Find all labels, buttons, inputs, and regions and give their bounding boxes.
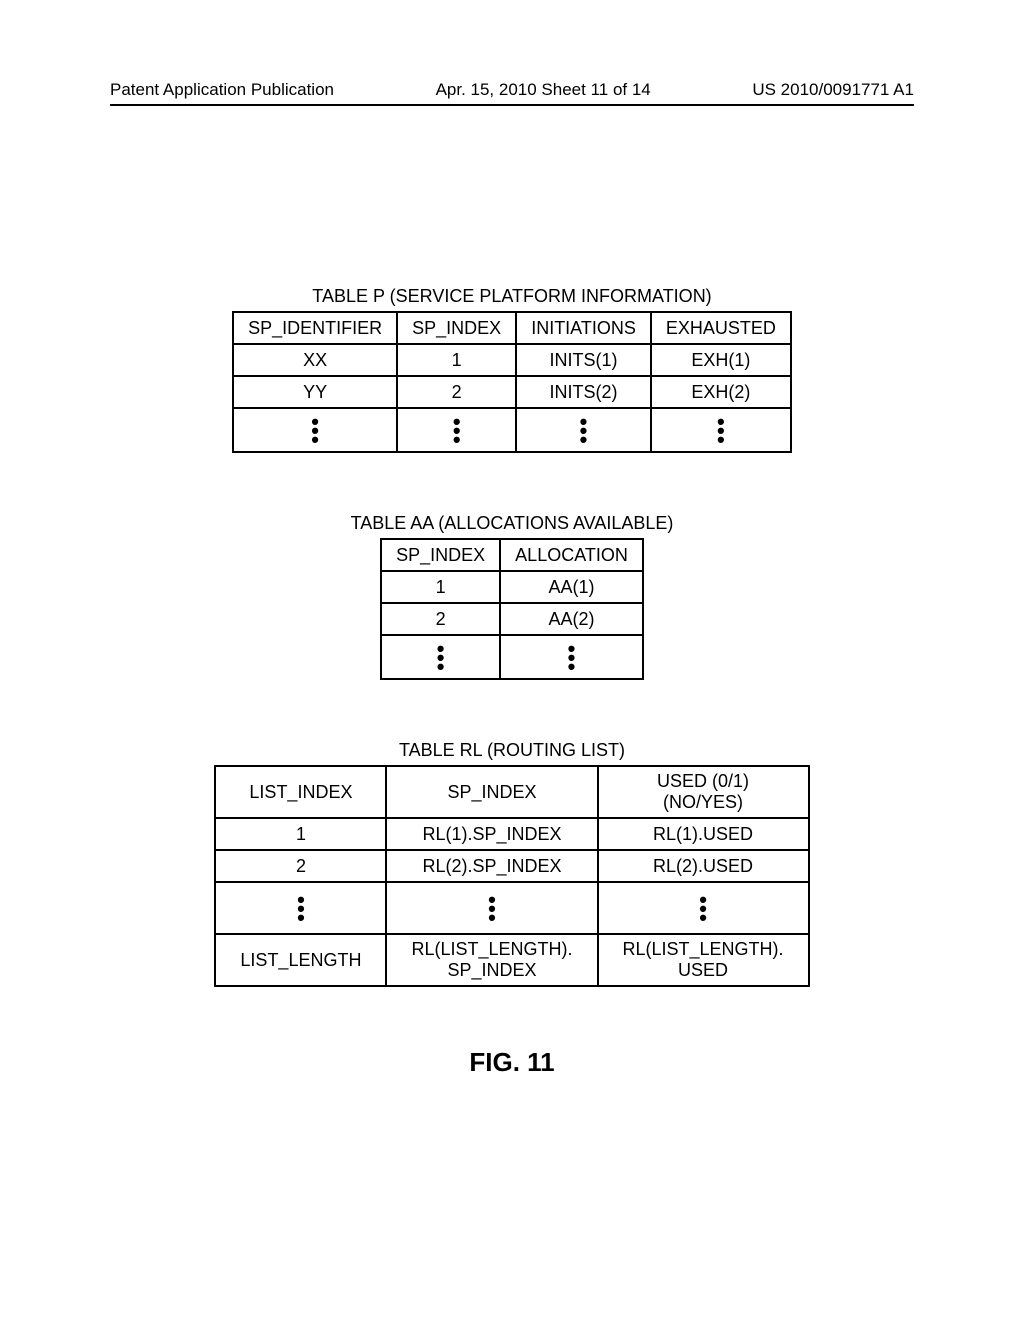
cell: AA(1) (500, 571, 643, 603)
vdots-icon: ••• (233, 408, 397, 452)
cell: RL(LIST_LENGTH). SP_INDEX (386, 934, 597, 986)
table-aa-title: TABLE AA (ALLOCATIONS AVAILABLE) (110, 513, 914, 534)
table-row-dots: ••• ••• ••• (215, 882, 808, 934)
cell: EXH(1) (651, 344, 791, 376)
cell: INITS(2) (516, 376, 651, 408)
figure-label: FIG. 11 (110, 1047, 914, 1078)
cell: 1 (397, 344, 516, 376)
table-aa-block: TABLE AA (ALLOCATIONS AVAILABLE) SP_INDE… (110, 513, 914, 680)
cell: RL(1).USED (598, 818, 809, 850)
vdots-icon: ••• (500, 635, 643, 679)
cell: RL(1).SP_INDEX (386, 818, 597, 850)
table-row: SP_IDENTIFIER SP_INDEX INITIATIONS EXHAU… (233, 312, 791, 344)
col-header: SP_INDEX (386, 766, 597, 818)
vdots-icon: ••• (651, 408, 791, 452)
vdots-icon: ••• (397, 408, 516, 452)
vdots-icon: ••• (386, 882, 597, 934)
table-row: LIST_LENGTH RL(LIST_LENGTH). SP_INDEX RL… (215, 934, 808, 986)
cell: YY (233, 376, 397, 408)
header-left: Patent Application Publication (110, 80, 334, 100)
table-row: 1 RL(1).SP_INDEX RL(1).USED (215, 818, 808, 850)
table-rl-title: TABLE RL (ROUTING LIST) (110, 740, 914, 761)
col-header: EXHAUSTED (651, 312, 791, 344)
table-row: 2 RL(2).SP_INDEX RL(2).USED (215, 850, 808, 882)
table-p-title: TABLE P (SERVICE PLATFORM INFORMATION) (110, 286, 914, 307)
cell: 2 (215, 850, 386, 882)
table-row: 1 AA(1) (381, 571, 643, 603)
header-right: US 2010/0091771 A1 (752, 80, 914, 100)
table-rl-block: TABLE RL (ROUTING LIST) LIST_INDEX SP_IN… (110, 740, 914, 987)
table-p: SP_IDENTIFIER SP_INDEX INITIATIONS EXHAU… (232, 311, 792, 453)
table-row: 2 AA(2) (381, 603, 643, 635)
cell: LIST_LENGTH (215, 934, 386, 986)
table-row: XX 1 INITS(1) EXH(1) (233, 344, 791, 376)
table-row-dots: ••• ••• ••• ••• (233, 408, 791, 452)
page-header: Patent Application Publication Apr. 15, … (110, 80, 914, 106)
vdots-icon: ••• (516, 408, 651, 452)
col-header: SP_INDEX (397, 312, 516, 344)
table-row-dots: ••• ••• (381, 635, 643, 679)
cell: 1 (381, 571, 500, 603)
cell: 2 (381, 603, 500, 635)
table-rl: LIST_INDEX SP_INDEX USED (0/1) (NO/YES) … (214, 765, 809, 987)
cell: RL(LIST_LENGTH). USED (598, 934, 809, 986)
table-row: SP_INDEX ALLOCATION (381, 539, 643, 571)
col-header: SP_IDENTIFIER (233, 312, 397, 344)
vdots-icon: ••• (215, 882, 386, 934)
table-aa: SP_INDEX ALLOCATION 1 AA(1) 2 AA(2) ••• … (380, 538, 644, 680)
col-header: SP_INDEX (381, 539, 500, 571)
cell: XX (233, 344, 397, 376)
vdots-icon: ••• (381, 635, 500, 679)
cell: EXH(2) (651, 376, 791, 408)
cell: INITS(1) (516, 344, 651, 376)
col-header: USED (0/1) (NO/YES) (598, 766, 809, 818)
cell: 2 (397, 376, 516, 408)
cell: RL(2).SP_INDEX (386, 850, 597, 882)
table-p-block: TABLE P (SERVICE PLATFORM INFORMATION) S… (110, 286, 914, 453)
cell: AA(2) (500, 603, 643, 635)
table-row: YY 2 INITS(2) EXH(2) (233, 376, 791, 408)
cell: 1 (215, 818, 386, 850)
patent-page: Patent Application Publication Apr. 15, … (0, 0, 1024, 1320)
vdots-icon: ••• (598, 882, 809, 934)
col-header: LIST_INDEX (215, 766, 386, 818)
col-header: ALLOCATION (500, 539, 643, 571)
header-mid: Apr. 15, 2010 Sheet 11 of 14 (436, 80, 651, 100)
table-row: LIST_INDEX SP_INDEX USED (0/1) (NO/YES) (215, 766, 808, 818)
col-header: INITIATIONS (516, 312, 651, 344)
cell: RL(2).USED (598, 850, 809, 882)
